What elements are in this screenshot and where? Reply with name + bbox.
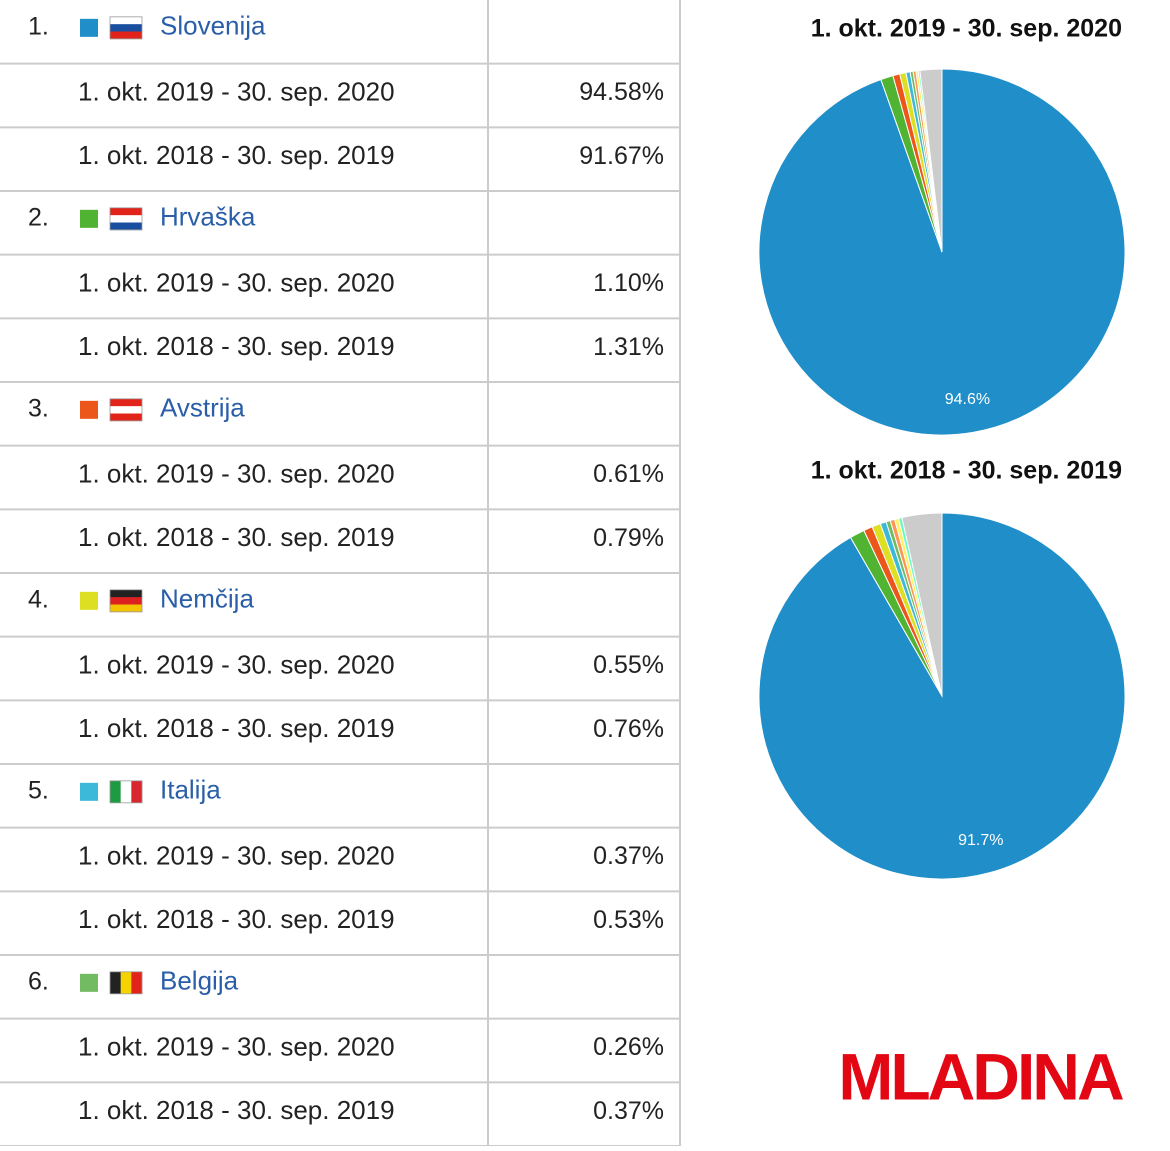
country-name: Avstrija <box>160 393 245 423</box>
legend-swatch <box>80 591 98 610</box>
share: 0.61% <box>593 460 664 488</box>
pie-slice <box>901 512 943 697</box>
share: 1.10% <box>593 269 664 297</box>
flag-stripe <box>131 780 143 803</box>
flag-stripe <box>110 780 121 803</box>
flag <box>109 16 143 40</box>
period: 1. okt. 2018 - 30. sep. 2019 <box>78 904 395 934</box>
flag-stripe <box>110 589 142 598</box>
period: 1. okt. 2019 - 30. sep. 2020 <box>78 1031 395 1061</box>
flag <box>109 589 143 613</box>
share: 0.79% <box>593 524 664 552</box>
period: 1. okt. 2019 - 30. sep. 2020 <box>78 267 395 297</box>
rank: 4. <box>28 585 49 613</box>
legend-swatch <box>80 18 98 37</box>
chart-title: 1. okt. 2019 - 30. sep. 2020 <box>811 15 1122 43</box>
share: 1.31% <box>593 333 664 361</box>
flag-stripe <box>120 971 132 994</box>
period: 1. okt. 2018 - 30. sep. 2019 <box>78 331 395 361</box>
period: 1. okt. 2019 - 30. sep. 2020 <box>78 76 395 106</box>
chart-title: 1. okt. 2018 - 30. sep. 2019 <box>811 457 1122 485</box>
period: 1. okt. 2019 - 30. sep. 2020 <box>78 458 395 488</box>
pie-slice <box>919 68 943 253</box>
flag <box>109 780 143 804</box>
flag-stripe <box>110 597 142 605</box>
rank: 1. <box>28 12 49 40</box>
flag-stripe <box>110 406 142 414</box>
flag-stripe <box>120 780 132 803</box>
share: 0.37% <box>593 1097 664 1125</box>
share: 0.76% <box>593 715 664 743</box>
legend-swatch <box>80 973 98 992</box>
period: 1. okt. 2019 - 30. sep. 2020 <box>78 840 395 870</box>
flag-border <box>109 16 143 40</box>
period: 1. okt. 2018 - 30. sep. 2019 <box>78 140 395 170</box>
legend-swatch <box>80 400 98 419</box>
flag-stripe <box>110 24 142 32</box>
legend-swatch <box>80 209 98 228</box>
country-name: Slovenija <box>160 11 266 41</box>
share: 91.67% <box>579 142 664 170</box>
rank: 6. <box>28 967 49 995</box>
share: 0.37% <box>593 842 664 870</box>
flag-stripe <box>131 971 143 994</box>
flag-stripe <box>110 222 142 231</box>
rank: 3. <box>28 394 49 422</box>
country-name: Hrvaška <box>160 202 256 232</box>
share: 0.53% <box>593 906 664 934</box>
flag <box>109 398 143 422</box>
legend-swatch <box>80 782 98 801</box>
flag <box>109 207 143 231</box>
flag <box>109 971 143 995</box>
share: 0.55% <box>593 651 664 679</box>
flag-stripe <box>110 31 142 40</box>
flag-border <box>109 589 143 613</box>
period: 1. okt. 2018 - 30. sep. 2019 <box>78 713 395 743</box>
flag-stripe <box>110 215 142 223</box>
period: 1. okt. 2018 - 30. sep. 2019 <box>78 1095 395 1125</box>
country-name: Nemčija <box>160 584 254 614</box>
rank: 2. <box>28 203 49 231</box>
flag-border <box>109 780 143 804</box>
flag-stripe <box>110 971 121 994</box>
logo: MLADINA <box>838 1039 1123 1113</box>
country-name: Belgija <box>160 966 239 996</box>
flag-border <box>109 207 143 231</box>
flag-border <box>109 971 143 995</box>
flag-stripe <box>110 16 142 25</box>
country-name: Italija <box>160 775 221 805</box>
share: 94.58% <box>579 78 664 106</box>
flag-stripe <box>110 413 142 422</box>
share: 0.26% <box>593 1033 664 1061</box>
flag-border <box>109 398 143 422</box>
flag-stripe <box>110 604 142 613</box>
rank: 5. <box>28 776 49 804</box>
period: 1. okt. 2018 - 30. sep. 2019 <box>78 522 395 552</box>
flag-stripe <box>110 398 142 407</box>
slice-label: 91.7% <box>958 832 1003 849</box>
slice-label: 94.6% <box>945 391 990 408</box>
flag-stripe <box>110 207 142 216</box>
period: 1. okt. 2019 - 30. sep. 2020 <box>78 649 395 679</box>
